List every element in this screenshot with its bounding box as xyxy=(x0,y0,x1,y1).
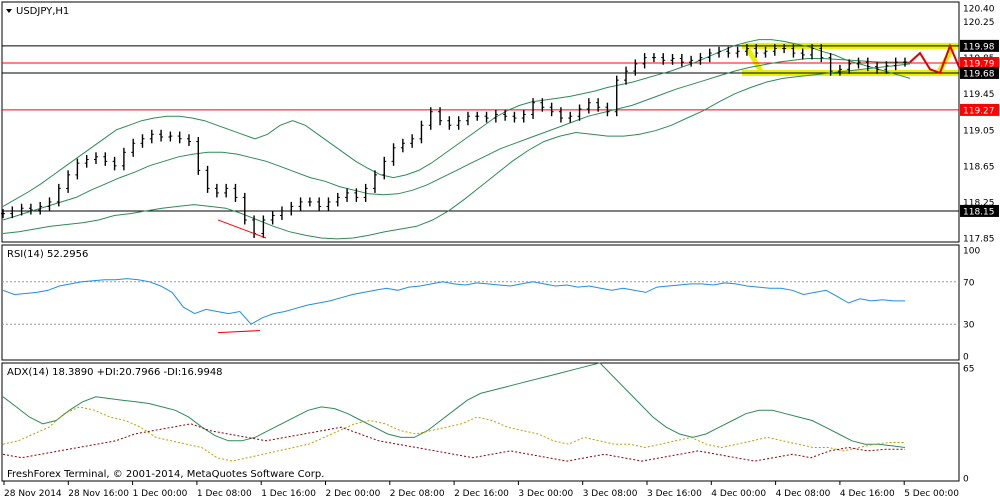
rsi-tick-label: 100 xyxy=(963,247,980,257)
adx-tick-label: 0 xyxy=(963,475,969,485)
divergence-line xyxy=(217,219,267,239)
x-tick-label: 4 Dec 08:00 xyxy=(776,489,831,499)
lower-bollinger-band xyxy=(2,63,911,240)
rsi-tick-label: 70 xyxy=(963,278,975,288)
adx-layer xyxy=(2,362,906,462)
x-tick-label: 4 Dec 00:00 xyxy=(711,489,766,499)
price-tick-label: 117.85 xyxy=(963,235,995,245)
price-tick-label: 118.65 xyxy=(963,162,995,172)
x-tick-label: 3 Dec 08:00 xyxy=(583,489,638,499)
rsi-line xyxy=(2,278,905,325)
copyright-text: FreshForex Terminal, © 2001-2014, MetaQu… xyxy=(7,469,324,480)
rsi-tick-label: 30 xyxy=(963,321,975,331)
price-tick-label: 118.25 xyxy=(963,198,995,208)
price-tick-label: 119.05 xyxy=(963,126,995,136)
adx-title: ADX(14) 18.3890 +DI:20.7966 -DI:16.9948 xyxy=(7,367,223,378)
x-tick-label: 5 Dec 00:00 xyxy=(904,489,959,499)
dropdown-icon[interactable] xyxy=(6,9,12,13)
price-tick-label: 120.25 xyxy=(963,18,995,28)
level-tag-label: 118.15 xyxy=(963,207,995,217)
axis-layer: 120.40120.25119.98119.85119.79119.68119.… xyxy=(3,5,999,499)
level-tag-label: 119.79 xyxy=(963,60,995,70)
adx-series-line xyxy=(2,362,906,448)
adx-tick-label: 65 xyxy=(963,365,974,375)
middle-bollinger-band xyxy=(2,58,910,221)
rsi-tick-label: 0 xyxy=(963,353,969,363)
x-tick-label: 2 Dec 16:00 xyxy=(454,489,509,499)
x-tick-label: 4 Dec 16:00 xyxy=(840,489,895,499)
level-tag-label: 119.98 xyxy=(963,42,995,52)
price-panel xyxy=(1,1,960,243)
x-tick-label: 1 Dec 16:00 xyxy=(261,489,316,499)
price-title: USDJPY,H1 xyxy=(16,6,69,17)
x-tick-label: 3 Dec 16:00 xyxy=(647,489,702,499)
level-tag-label: 119.27 xyxy=(963,106,995,116)
x-tick-label: 2 Dec 08:00 xyxy=(390,489,445,499)
price-layer xyxy=(1,39,961,240)
adx-series-line xyxy=(2,406,905,462)
adx-panel xyxy=(1,362,960,482)
x-tick-label: 1 Dec 00:00 xyxy=(133,489,188,499)
level-tag-label: 119.68 xyxy=(963,69,995,79)
rsi-layer xyxy=(2,278,959,334)
x-tick-label: 3 Dec 00:00 xyxy=(518,489,573,499)
level-tag xyxy=(960,103,999,116)
x-tick-label: 28 Nov 2014 xyxy=(4,489,62,499)
x-tick-label: 2 Dec 00:00 xyxy=(326,489,381,499)
adx-series-line xyxy=(2,423,905,462)
price-tick-label: 120.40 xyxy=(963,5,995,15)
rsi-title: RSI(14) 52.2956 xyxy=(7,249,88,260)
zone-connector xyxy=(743,44,765,75)
level-tag xyxy=(960,39,999,52)
level-tag xyxy=(960,66,999,79)
projection-path xyxy=(909,43,961,75)
rsi-panel xyxy=(1,244,960,361)
price-tick-label: 119.45 xyxy=(963,90,995,100)
rsi-divergence-line xyxy=(217,330,261,334)
level-tag xyxy=(960,57,999,70)
upper-bollinger-band xyxy=(2,39,911,207)
x-tick-label: 1 Dec 08:00 xyxy=(197,489,252,499)
x-tick-label: 28 Nov 16:00 xyxy=(68,489,129,499)
level-tag xyxy=(960,204,999,217)
